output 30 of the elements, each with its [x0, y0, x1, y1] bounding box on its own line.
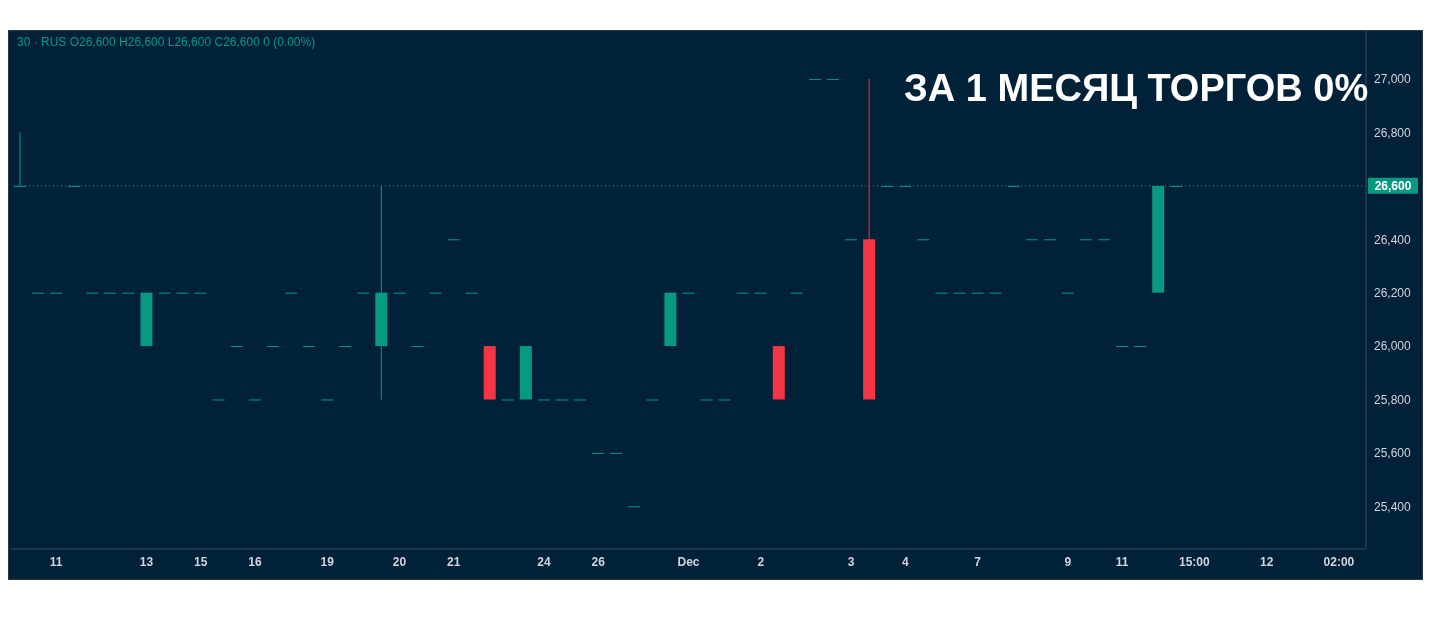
x-tick-label: 12: [1259, 554, 1274, 569]
x-tick-label: 26: [591, 554, 606, 569]
annotation: 30 · RUS O26,600 H26,600 L26,600 C26,600 0 (0.00%): [17, 35, 316, 49]
x-tick-label: Dec: [677, 554, 700, 569]
y-tick-label: 25,400: [1374, 499, 1412, 514]
x-tick-label: 21: [446, 554, 461, 569]
ref-line-label: 26,600: [1374, 178, 1412, 193]
x-tick-label: 2: [757, 554, 765, 569]
x-tick-label: 19: [320, 554, 335, 569]
x-tick-label: 24: [537, 554, 551, 569]
text: ЗА 1 МЕСЯЦ ТОРГОВ 0%: [904, 67, 1369, 110]
x-tick-label: 11: [49, 554, 63, 569]
x-tick-label: 15: [194, 554, 208, 569]
y-tick-label: 26,200: [1374, 285, 1412, 300]
x-tick-label: 11: [1115, 554, 1129, 569]
y-tick-label: 26,000: [1374, 339, 1412, 354]
x-tick-label: 15:00: [1179, 554, 1211, 569]
y-tick-label: 26,800: [1374, 125, 1412, 140]
y-tick-label: 27,000: [1374, 72, 1412, 87]
y-tick-label: 26,400: [1374, 232, 1412, 247]
x-tick-label: 3: [847, 554, 855, 569]
x-tick-label: 9: [1064, 554, 1072, 569]
x-tick-label: 13: [139, 554, 154, 569]
x-tick-label: 02:00: [1323, 554, 1355, 569]
y-tick-label: 25,600: [1374, 446, 1412, 461]
x-tick-label: 20: [392, 554, 407, 569]
x-tick-label: 4: [901, 554, 909, 569]
x-tick-label: 7: [974, 554, 982, 569]
x-tick-label: 16: [248, 554, 262, 569]
y-tick-label: 25,800: [1374, 392, 1412, 407]
